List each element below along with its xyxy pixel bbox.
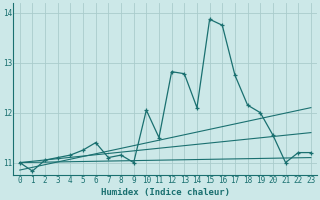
X-axis label: Humidex (Indice chaleur): Humidex (Indice chaleur) [101,188,230,197]
